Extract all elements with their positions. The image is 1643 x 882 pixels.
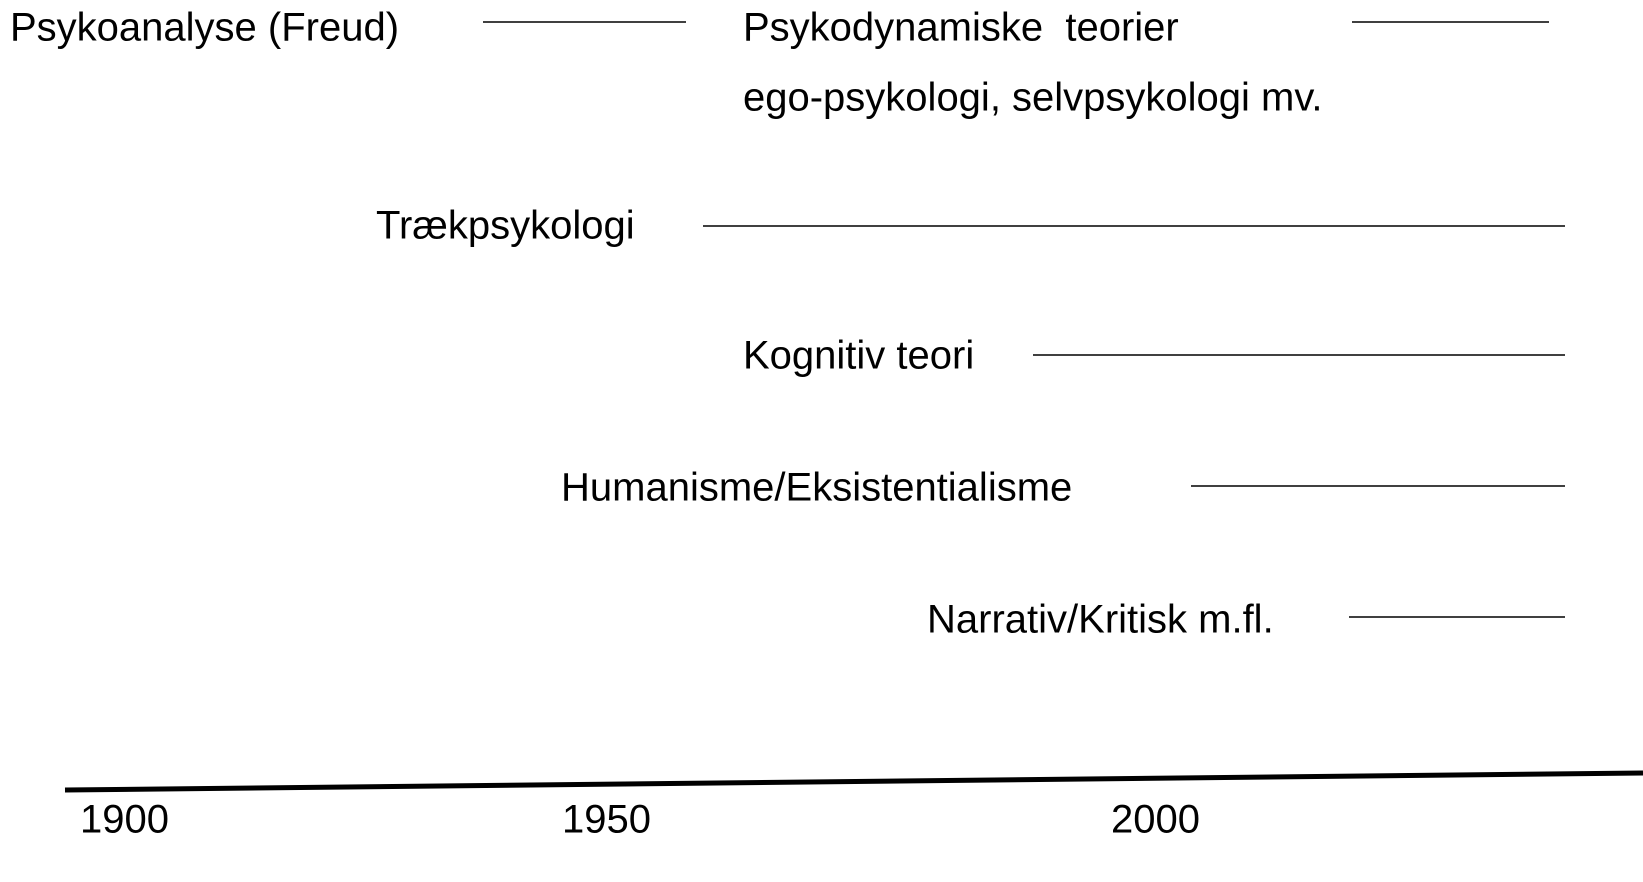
- node-sublabel: ego-psykologi, selvpsykologi mv.: [743, 76, 1323, 120]
- axis-label: 2000: [1111, 798, 1200, 842]
- node-label: Psykodynamiske teorier: [743, 6, 1179, 50]
- node-label: Narrativ/Kritisk m.fl.: [927, 598, 1274, 642]
- node-label: Humanisme/Eksistentialisme: [561, 466, 1072, 510]
- node-label: Psykoanalyse (Freud): [10, 6, 399, 50]
- axis-label: 1900: [80, 798, 169, 842]
- time-axis: [64, 770, 1643, 793]
- axis-label: 1950: [562, 798, 651, 842]
- node-label: Trækpsykologi: [376, 204, 635, 248]
- node-label: Kognitiv teori: [743, 334, 974, 378]
